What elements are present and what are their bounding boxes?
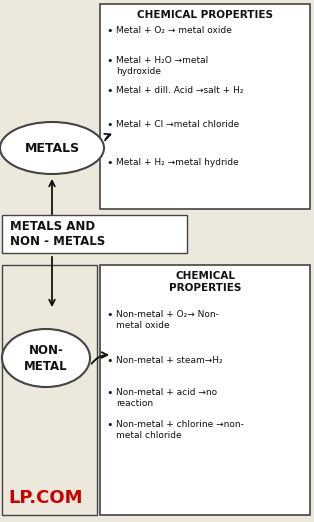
Text: Metal + O₂ → metal oxide: Metal + O₂ → metal oxide [116,26,232,35]
Ellipse shape [2,329,90,387]
Text: Metal + H₂ →metal hydride: Metal + H₂ →metal hydride [116,158,239,167]
Text: •: • [107,310,113,320]
Text: Metal + Cl →metal chloride: Metal + Cl →metal chloride [116,120,239,129]
Text: •: • [107,158,113,168]
Text: METALS AND
NON - METALS: METALS AND NON - METALS [10,220,105,248]
Text: Non-metal + O₂→ Non-
metal oxide: Non-metal + O₂→ Non- metal oxide [116,310,219,330]
Text: METALS: METALS [24,141,79,155]
Bar [100,4,310,209]
Text: Non-metal + acid →no
reaction: Non-metal + acid →no reaction [116,388,217,408]
Text: •: • [107,56,113,66]
Text: Metal + H₂O →metal
hydroxide: Metal + H₂O →metal hydroxide [116,56,208,76]
Text: Non-metal + steam→H₂: Non-metal + steam→H₂ [116,356,223,365]
Text: •: • [107,120,113,130]
Text: •: • [107,356,113,366]
Text: Non-metal + chlorine →non-
metal chloride: Non-metal + chlorine →non- metal chlorid… [116,420,244,440]
Text: CHEMICAL
PROPERTIES: CHEMICAL PROPERTIES [169,271,241,293]
Text: Metal + dill. Acid →salt + H₂: Metal + dill. Acid →salt + H₂ [116,86,243,95]
Text: •: • [107,26,113,36]
Bar [2,265,97,515]
Text: •: • [107,86,113,96]
Bar [100,265,310,515]
Text: LP.COM: LP.COM [8,489,83,507]
Text: NON-
METAL: NON- METAL [24,343,68,373]
Text: •: • [107,388,113,398]
Ellipse shape [0,122,104,174]
Bar [2,215,187,253]
Text: •: • [107,420,113,430]
Text: CHEMICAL PROPERTIES: CHEMICAL PROPERTIES [137,10,273,20]
